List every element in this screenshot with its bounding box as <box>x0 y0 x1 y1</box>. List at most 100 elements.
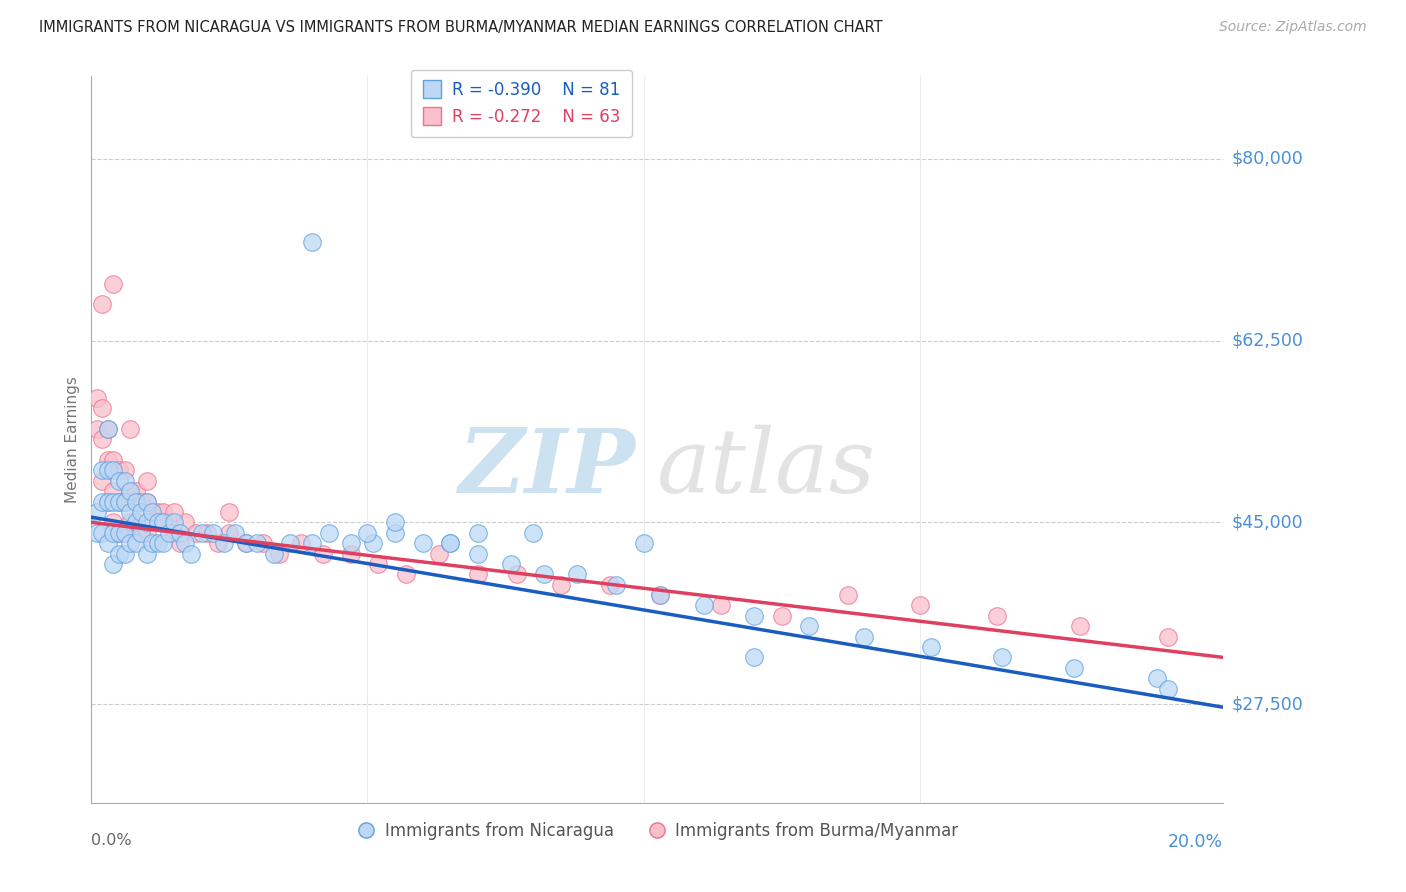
Point <box>908 599 931 613</box>
Point <box>599 578 621 592</box>
Point <box>91 525 114 540</box>
Text: $45,000: $45,000 <box>1232 514 1303 532</box>
Point <box>837 588 859 602</box>
Point <box>118 422 141 436</box>
Point <box>318 525 340 540</box>
Point <box>174 516 197 530</box>
Point <box>395 567 418 582</box>
Point <box>648 588 671 602</box>
Point <box>218 505 240 519</box>
Point <box>108 494 131 508</box>
Point <box>135 525 157 540</box>
Point <box>157 516 180 530</box>
Text: atlas: atlas <box>657 425 876 512</box>
Point <box>97 463 120 477</box>
Point <box>129 505 152 519</box>
Point <box>991 650 1014 665</box>
Point <box>86 505 108 519</box>
Point <box>124 516 146 530</box>
Point <box>218 525 240 540</box>
Point <box>129 494 152 508</box>
Point <box>169 525 191 540</box>
Point <box>135 516 157 530</box>
Text: Source: ZipAtlas.com: Source: ZipAtlas.com <box>1219 20 1367 34</box>
Point <box>246 536 269 550</box>
Point <box>118 505 141 519</box>
Point <box>91 432 114 446</box>
Point <box>97 494 120 508</box>
Point <box>853 630 876 644</box>
Point <box>91 401 114 416</box>
Point <box>439 536 461 550</box>
Point <box>1157 681 1180 696</box>
Point <box>1063 661 1085 675</box>
Point <box>114 463 136 477</box>
Point <box>186 525 208 540</box>
Point <box>770 608 793 623</box>
Point <box>152 516 174 530</box>
Point <box>141 536 163 550</box>
Point <box>124 484 146 499</box>
Point <box>114 547 136 561</box>
Point <box>141 505 163 519</box>
Point <box>124 536 146 550</box>
Point <box>224 525 246 540</box>
Point <box>124 516 146 530</box>
Point <box>290 536 312 550</box>
Point <box>384 516 406 530</box>
Point <box>157 525 180 540</box>
Point <box>108 525 131 540</box>
Point <box>439 536 461 550</box>
Point <box>920 640 942 654</box>
Point <box>108 525 131 540</box>
Point <box>499 557 522 571</box>
Point <box>103 463 125 477</box>
Point <box>114 525 136 540</box>
Point <box>135 474 157 488</box>
Point <box>114 474 136 488</box>
Point <box>118 484 141 499</box>
Point <box>278 536 301 550</box>
Point <box>797 619 820 633</box>
Point <box>235 536 257 550</box>
Point <box>710 599 733 613</box>
Point <box>605 578 627 592</box>
Point <box>263 547 285 561</box>
Point <box>467 567 489 582</box>
Point <box>103 277 125 291</box>
Point <box>201 525 224 540</box>
Point <box>191 525 214 540</box>
Point <box>103 494 125 508</box>
Point <box>118 536 141 550</box>
Point <box>103 516 125 530</box>
Point <box>91 463 114 477</box>
Point <box>152 505 174 519</box>
Point <box>129 525 152 540</box>
Point <box>533 567 555 582</box>
Point <box>1146 671 1168 685</box>
Point <box>114 525 136 540</box>
Point <box>633 536 655 550</box>
Point <box>312 547 335 561</box>
Text: 20.0%: 20.0% <box>1168 833 1223 851</box>
Point <box>108 547 131 561</box>
Text: $27,500: $27,500 <box>1232 695 1303 713</box>
Point <box>467 525 489 540</box>
Point <box>86 525 108 540</box>
Point <box>361 536 384 550</box>
Point <box>97 453 120 467</box>
Point <box>114 494 136 508</box>
Point <box>91 297 114 311</box>
Point <box>163 516 186 530</box>
Point <box>141 505 163 519</box>
Point <box>118 484 141 499</box>
Point <box>384 525 406 540</box>
Point <box>467 547 489 561</box>
Point <box>103 484 125 499</box>
Point <box>340 547 363 561</box>
Point <box>235 536 257 550</box>
Point <box>648 588 671 602</box>
Point <box>693 599 716 613</box>
Point <box>97 536 120 550</box>
Text: $62,500: $62,500 <box>1232 332 1303 350</box>
